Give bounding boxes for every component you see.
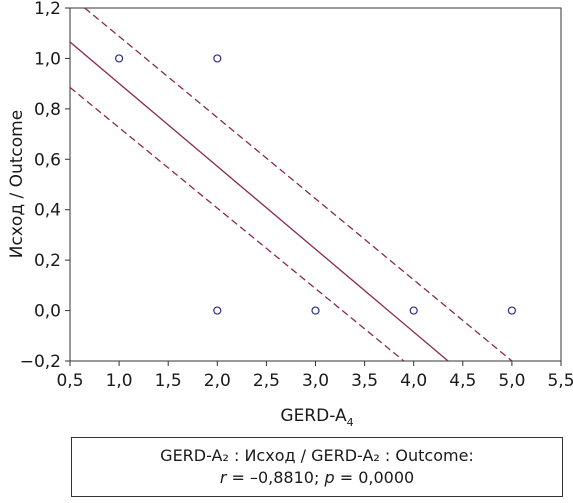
r-symbol: r	[219, 468, 227, 487]
y-tick-label: 1,0	[34, 49, 61, 69]
data-point	[213, 54, 222, 63]
y-tick-label: 0,8	[34, 100, 61, 120]
y-tick-label: 0,0	[34, 302, 61, 322]
r-value: = –0,8810;	[226, 468, 325, 487]
x-tick-label: 2,5	[253, 371, 280, 391]
plot-area: 0,5 1,0 1,5 2,0 2,5 3,0 3,5 4,0 4,5 5,0 5,5 −0,2 0,0…	[20, 0, 573, 391]
x-tick-label: 2,0	[204, 371, 231, 391]
x-tick-label: 3,5	[351, 371, 378, 391]
scatter-chart: 0,5 1,0 1,5 2,0 2,5 3,0 3,5 4,0 4,5 5,0 5,5 −0,2 0,0…	[7, 0, 573, 429]
caption-title: GERD-A₂ : Исход / GERD-A₂ : Outcome:	[160, 446, 474, 465]
p-symbol: p	[324, 468, 335, 487]
x-tick-label: 3,0	[302, 371, 329, 391]
y-tick-label: 1,2	[34, 0, 61, 19]
y-tick-label: 0,2	[34, 251, 61, 271]
data-point	[114, 54, 124, 63]
x-tick-label: 4,5	[449, 371, 476, 391]
x-axis-title-subscript: 4	[347, 416, 354, 429]
data-point	[409, 306, 418, 315]
y-tick-label: 0,6	[34, 150, 61, 170]
regression-line	[70, 41, 449, 361]
x-tick-label: 5,0	[498, 371, 525, 391]
caption-statistics: r = –0,8810; p = 0,0000	[72, 467, 562, 489]
upper-confidence-line	[84, 8, 513, 361]
x-tick-label: 1,5	[155, 371, 182, 391]
x-tick-label: 0,5	[56, 371, 83, 391]
p-value: = 0,0000	[334, 468, 415, 487]
data-point	[507, 306, 516, 315]
y-tick-label: −0,2	[20, 352, 61, 372]
statistics-caption: GERD-A₂ : Исход / GERD-A₂ : Outcome: r =…	[71, 437, 563, 497]
data-point	[213, 306, 222, 315]
data-point	[311, 306, 320, 315]
y-tick-label: 0,4	[34, 201, 61, 221]
y-axis-title: Исход / Outcome	[7, 110, 27, 258]
x-tick-label: 1,0	[106, 371, 133, 391]
x-axis-title: GERD-A4	[280, 406, 353, 429]
lower-confidence-line	[70, 86, 405, 361]
x-axis-title-main: GERD-A	[280, 406, 347, 426]
x-tick-label: 4,0	[400, 371, 427, 391]
x-tick-label: 5,5	[547, 371, 573, 391]
